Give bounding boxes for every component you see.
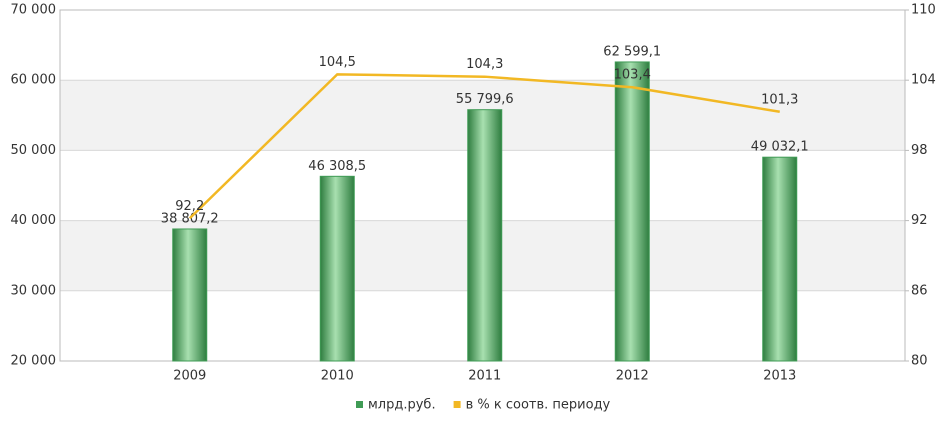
y-tick-label: 30 000 xyxy=(11,283,57,298)
legend-swatch xyxy=(356,401,363,408)
y2-tick-label: 98 xyxy=(911,143,928,158)
x-tick-label: 2013 xyxy=(763,369,796,384)
line-value-label: 101,3 xyxy=(761,92,798,107)
x-tick-label: 2011 xyxy=(468,369,501,384)
y2-tick-label: 86 xyxy=(911,283,928,298)
bar-value-label: 46 308,5 xyxy=(308,159,366,174)
y-tick-label: 50 000 xyxy=(11,143,57,158)
y2-tick-label: 92 xyxy=(911,213,928,228)
legend-label[interactable]: млрд.руб. xyxy=(368,398,436,413)
legend-label[interactable]: в % к соотв. периоду xyxy=(466,398,611,413)
line-value-label: 104,3 xyxy=(466,57,503,72)
bar xyxy=(172,228,208,362)
bar xyxy=(614,61,650,362)
x-tick-label: 2009 xyxy=(173,369,206,384)
x-tick-label: 2012 xyxy=(616,369,649,384)
y2-tick-label: 80 xyxy=(911,354,928,369)
bar xyxy=(319,175,355,362)
y-tick-label: 20 000 xyxy=(11,354,57,369)
bar-value-label: 38 807,2 xyxy=(161,211,219,226)
bar xyxy=(467,109,503,362)
y-tick-label: 40 000 xyxy=(11,213,57,228)
bar-value-label: 55 799,6 xyxy=(456,92,514,107)
bar xyxy=(762,156,798,362)
bar-value-label: 49 032,1 xyxy=(751,140,809,155)
line xyxy=(188,73,780,220)
y2-tick-label: 104 xyxy=(911,73,936,88)
line-value-label: 92,2 xyxy=(175,199,204,214)
y-tick-label: 70 000 xyxy=(11,3,57,18)
y2-tick-label: 110 xyxy=(911,3,936,18)
x-tick-label: 2010 xyxy=(321,369,354,384)
y-tick-label: 60 000 xyxy=(11,73,57,88)
line-value-label: 103,4 xyxy=(614,68,651,83)
legend-swatch xyxy=(453,401,461,408)
line-value-label: 104,5 xyxy=(319,55,356,70)
bar-value-label: 62 599,1 xyxy=(603,44,661,59)
